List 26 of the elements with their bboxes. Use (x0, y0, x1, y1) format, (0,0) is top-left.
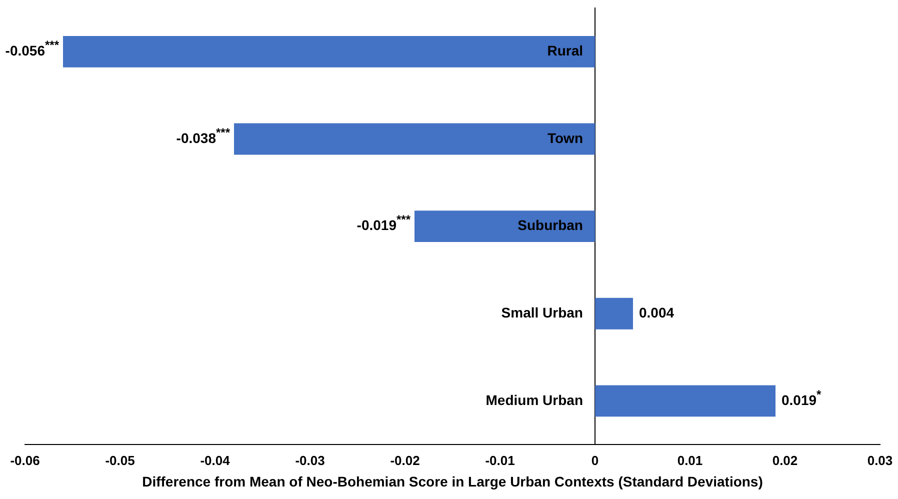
x-tick-label: 0.03 (867, 452, 893, 468)
data-label: -0.056*** (5, 38, 60, 59)
x-tick-label: -0.02 (390, 452, 420, 468)
data-label: -0.019*** (356, 212, 411, 234)
y-tick-label: Small Urban (501, 304, 583, 320)
x-tick-label: 0 (591, 452, 599, 468)
x-tick-label: -0.06 (10, 452, 40, 468)
data-label: 0.004 (639, 304, 674, 320)
data-label: -0.038*** (176, 125, 230, 146)
x-tick-label: 0.01 (677, 452, 703, 468)
y-tick-label: Rural (547, 42, 583, 59)
x-tick-label: -0.03 (295, 452, 325, 468)
bar (63, 36, 595, 68)
x-tick-label: -0.05 (105, 452, 135, 468)
x-tick-label: 0.02 (772, 452, 798, 468)
data-label: 0.019* (782, 387, 822, 408)
bar (595, 385, 776, 417)
x-axis-title: Difference from Mean of Neo-Bohemian Score in Large Urban Contexts (Standard Deviations) (142, 473, 763, 490)
x-tick-label: -0.01 (485, 452, 515, 468)
y-tick-label: Town (547, 130, 583, 146)
bar (234, 123, 595, 155)
bar (414, 210, 595, 242)
x-tick-label: -0.04 (200, 452, 231, 468)
y-tick-label: Medium Urban (486, 392, 583, 408)
bar (595, 298, 633, 330)
y-tick-label: Suburban (518, 217, 583, 234)
